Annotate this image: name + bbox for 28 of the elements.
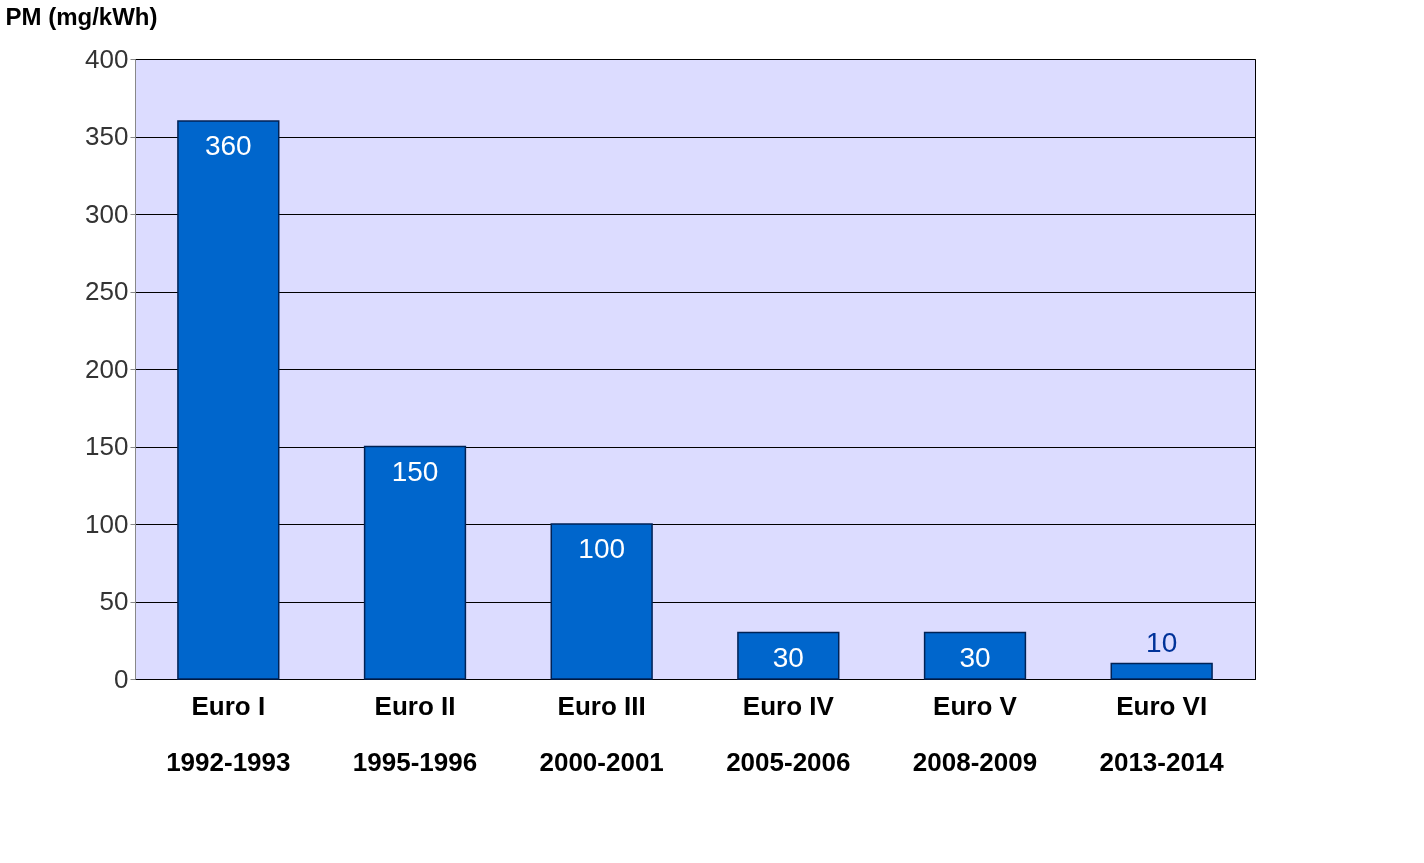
data-label: 360 [204, 130, 252, 161]
data-label: 150 [391, 455, 439, 487]
y-tick-label: 0 [114, 663, 129, 694]
data-label: 30 [772, 641, 804, 673]
bar [737, 631, 840, 680]
data-label: 10 [1146, 626, 1178, 658]
x-tick-label: Euro IV 2005-2006 [726, 690, 851, 777]
y-tick-label: 250 [85, 276, 129, 306]
y-tick-label: 50 [99, 586, 129, 616]
y-tick-label: 150 [85, 431, 129, 461]
x-tick-label: Euro III 2000-2001 [539, 690, 664, 777]
y-tick-label: 100 [85, 508, 129, 539]
bar [177, 120, 280, 680]
bar [363, 445, 467, 680]
data-label: 100 [578, 533, 626, 564]
x-tick-label: Euro I 1992-1993 [166, 690, 291, 777]
x-tick-label: Euro II 1995-1996 [352, 690, 478, 777]
y-tick-label: 350 [85, 121, 129, 151]
x-tick-label: Euro V 2008-2009 [912, 690, 1038, 777]
y-axis-title: PM (mg/kWh) [5, 2, 158, 30]
bar [923, 631, 1027, 680]
data-label: 30 [959, 641, 991, 673]
y-tick-label: 200 [85, 353, 129, 384]
bar [1110, 662, 1213, 680]
bar [550, 523, 653, 680]
y-tick-label: 400 [85, 43, 129, 74]
x-tick-label: Euro VI 2013-2014 [1099, 690, 1225, 777]
y-tick-label: 300 [85, 198, 129, 229]
